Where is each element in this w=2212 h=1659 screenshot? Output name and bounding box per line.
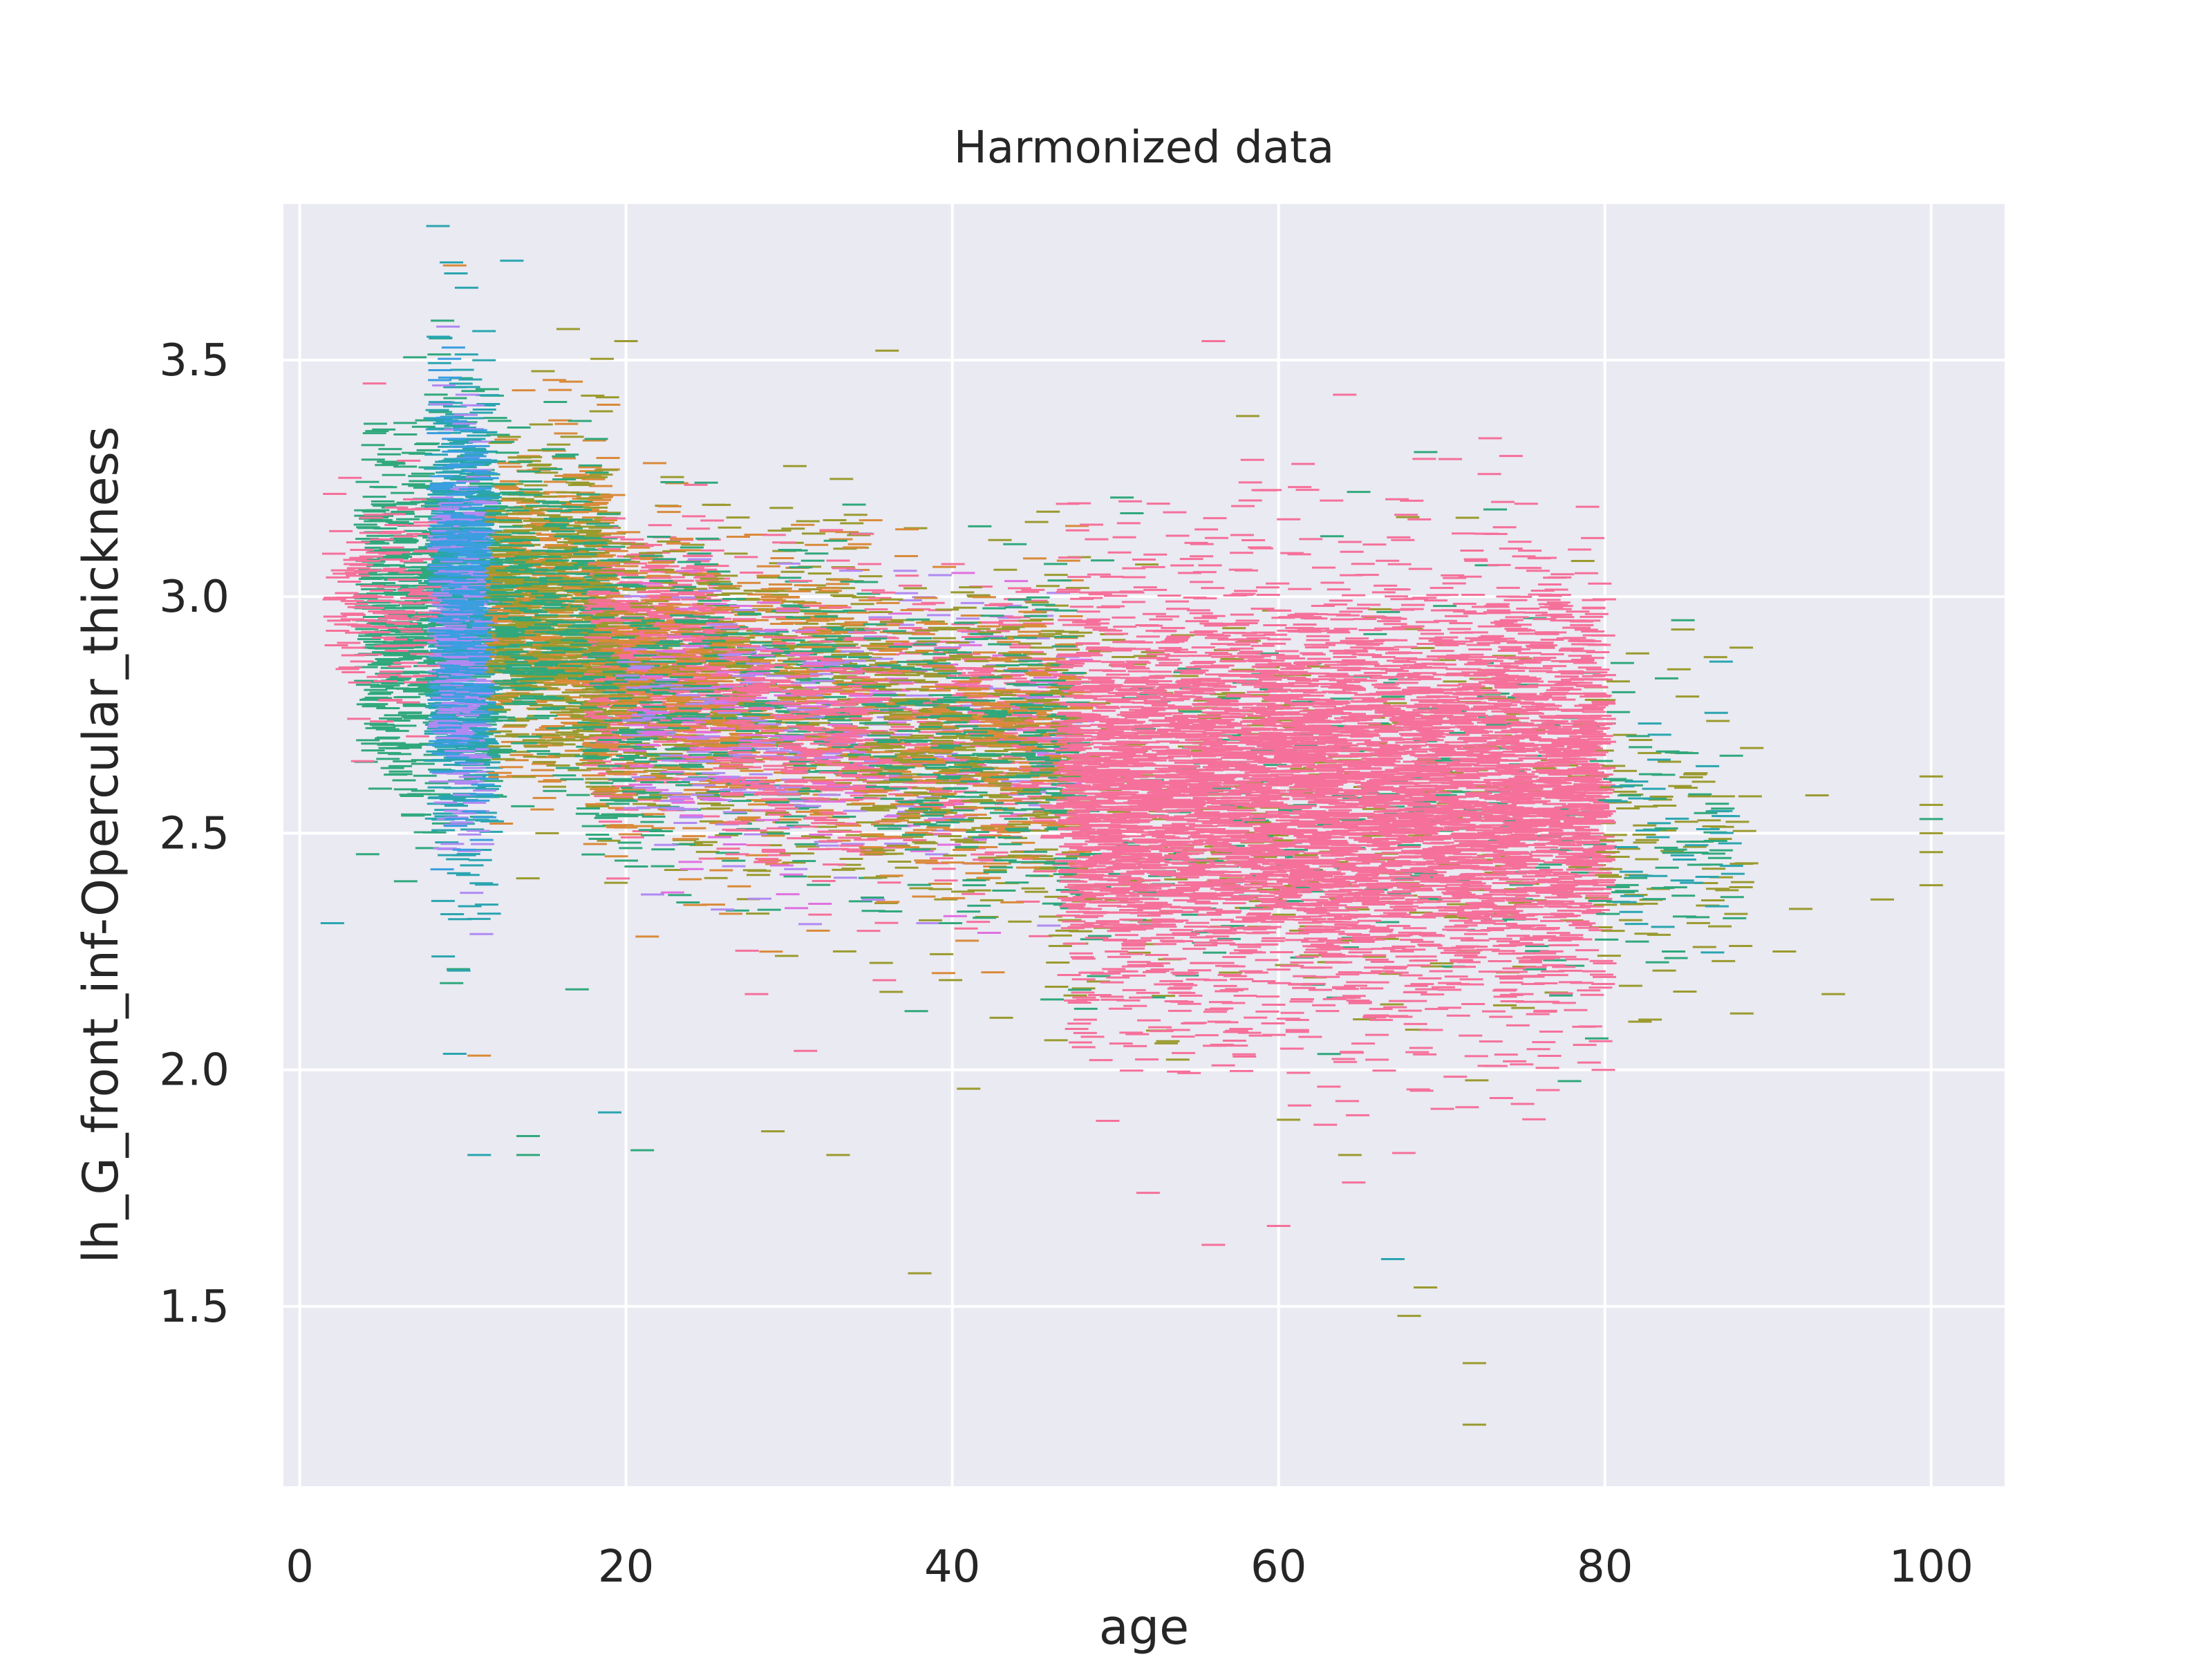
plot-area	[283, 204, 2005, 1486]
data-points	[320, 225, 1943, 1426]
